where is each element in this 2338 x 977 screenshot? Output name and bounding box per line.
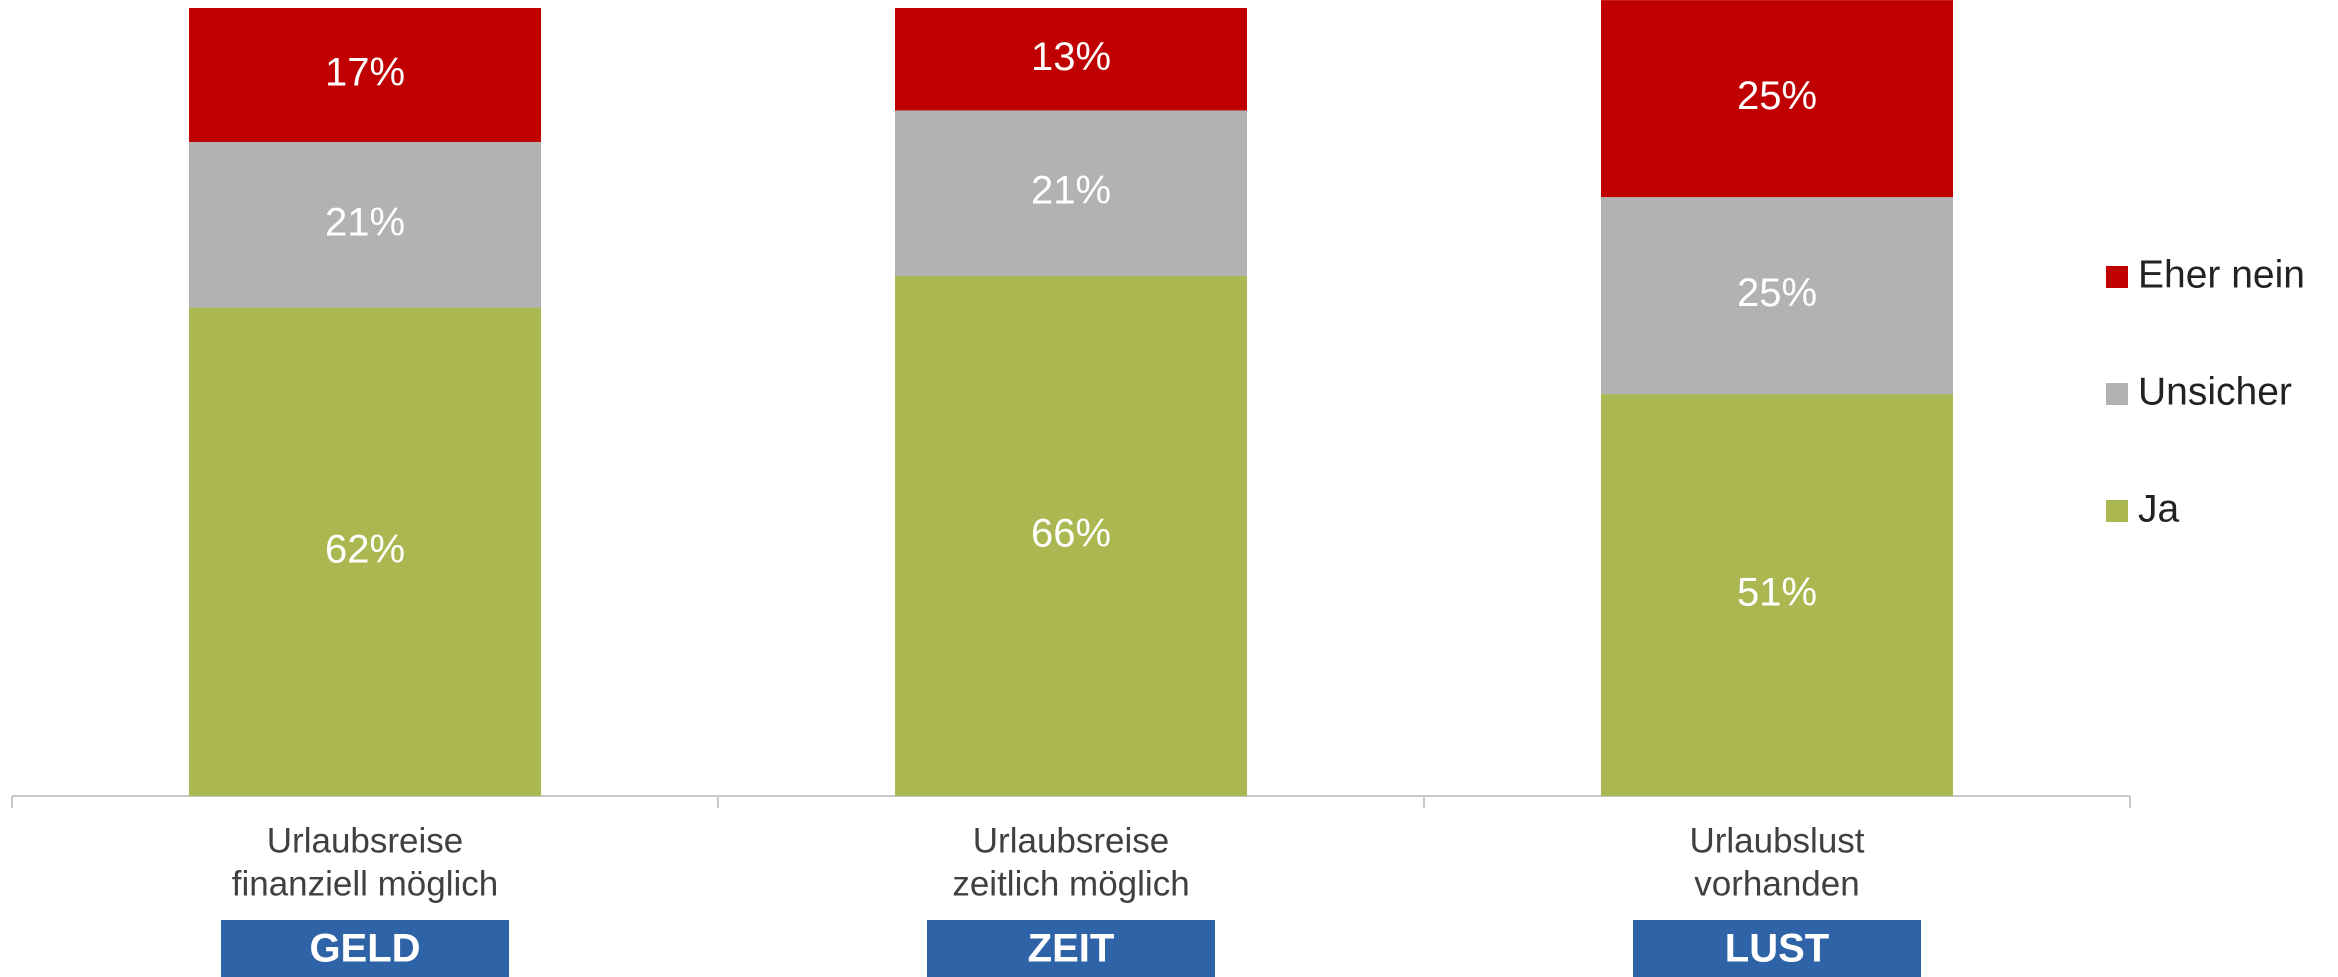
legend-swatch	[2106, 266, 2128, 288]
value-label: 66%	[1031, 512, 1111, 556]
badge-label: GELD	[309, 927, 420, 971]
value-label: 51%	[1737, 571, 1817, 615]
bar-segment	[1601, 0, 1953, 198]
bar-segment	[1601, 197, 1953, 395]
bar-segment	[189, 8, 541, 142]
axis-ticks	[11, 796, 2131, 808]
legend-label: Unsicher	[2138, 370, 2292, 413]
badge	[927, 920, 1215, 977]
bar-segment	[1601, 394, 1953, 796]
bar-segment	[189, 141, 541, 308]
badge	[1633, 920, 1921, 977]
badge	[221, 920, 509, 977]
x-tick-label: Urlaubslust	[1689, 821, 1864, 860]
x-tick-label: Urlaubsreise	[973, 821, 1169, 860]
legend-swatch	[2106, 500, 2128, 522]
value-label: 17%	[325, 51, 405, 95]
bar-segment	[895, 275, 1247, 796]
x-tick-label: Urlaubsreise	[267, 821, 463, 860]
value-label: 25%	[1737, 271, 1817, 315]
badge-label: LUST	[1725, 927, 1829, 971]
value-label: 21%	[325, 200, 405, 244]
badge-label: ZEIT	[1028, 927, 1115, 971]
bar-segment	[895, 110, 1247, 276]
bar-segment	[895, 8, 1247, 111]
legend-swatch	[2106, 383, 2128, 405]
value-label: 13%	[1031, 35, 1111, 79]
value-label: 25%	[1737, 74, 1817, 118]
legend-label: Eher nein	[2138, 253, 2305, 296]
x-tick-label: finanziell möglich	[232, 864, 499, 903]
x-tick-label: zeitlich möglich	[952, 864, 1189, 903]
x-tick-label: vorhanden	[1694, 864, 1859, 903]
value-label: 62%	[325, 527, 405, 571]
bar-segment	[189, 307, 541, 796]
legend-label: Ja	[2138, 487, 2180, 530]
value-label: 21%	[1031, 169, 1111, 213]
